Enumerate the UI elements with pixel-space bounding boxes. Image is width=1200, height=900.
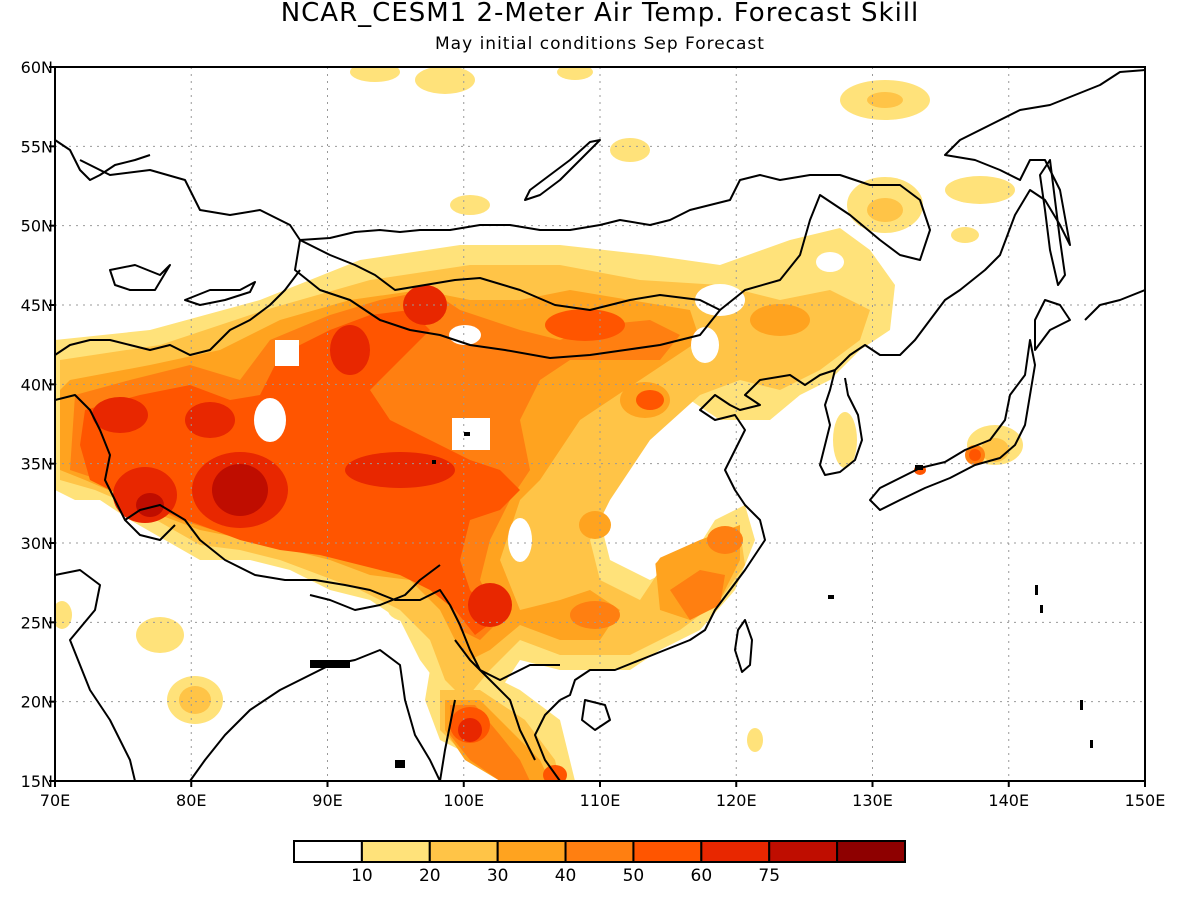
colorbar-swatch bbox=[700, 840, 771, 863]
lon-tick-label: 100E bbox=[443, 791, 484, 810]
colorbar: 10 20 30 40 50 60 75 bbox=[293, 840, 906, 886]
lat-tick-label: 40N bbox=[21, 375, 53, 394]
map-title: NCAR_CESM1 2-Meter Air Temp. Forecast Sk… bbox=[280, 0, 920, 28]
colorbar-label: 30 bbox=[487, 866, 509, 886]
lon-tick-label: 130E bbox=[852, 791, 893, 810]
coastline-hokkaido bbox=[1034, 299, 1071, 351]
colorbar-label: 20 bbox=[419, 866, 441, 886]
colorbar-swatch bbox=[360, 840, 431, 863]
colorbar-swatch bbox=[768, 840, 839, 863]
lat-tick-label: 20N bbox=[21, 693, 53, 712]
colorbar-label: 50 bbox=[623, 866, 645, 886]
border-kazakh-north bbox=[79, 159, 301, 241]
coastline-sakhalin bbox=[1039, 159, 1066, 286]
coastline-taiwan bbox=[734, 619, 753, 673]
axis-ticks bbox=[49, 66, 1146, 787]
lat-tick-label: 35N bbox=[21, 455, 53, 474]
colorbar-label: 10 bbox=[351, 866, 373, 886]
colorbar-swatch bbox=[496, 840, 567, 863]
border-tibet-south bbox=[309, 564, 441, 611]
border-russia-china-east bbox=[299, 174, 931, 311]
colorbar-swatch bbox=[836, 840, 906, 863]
map-subtitle: May initial conditions Sep Forecast bbox=[435, 34, 765, 54]
lat-tick-label: 45N bbox=[21, 296, 53, 315]
border-indochina bbox=[454, 639, 536, 761]
colorbar-label: 75 bbox=[758, 866, 780, 886]
coastline-india bbox=[55, 569, 136, 781]
border-himalaya bbox=[124, 504, 560, 681]
lon-tick-label: 110E bbox=[580, 791, 621, 810]
lon-tick-label: 90E bbox=[312, 791, 342, 810]
lat-tick-label: 30N bbox=[21, 534, 53, 553]
lat-tick-label: 15N bbox=[21, 772, 53, 791]
colorbar-label: 60 bbox=[691, 866, 713, 886]
coastline-japan bbox=[869, 339, 1036, 511]
colorbar-label: 40 bbox=[555, 866, 577, 886]
axis-labels: 70E 80E 90E 100E 110E 120E 130E 140E 150… bbox=[21, 58, 1166, 810]
lat-tick-label: 50N bbox=[21, 217, 53, 236]
coastline-northeast-asia bbox=[559, 69, 1145, 701]
lon-tick-label: 120E bbox=[716, 791, 757, 810]
coastline-indochina bbox=[534, 699, 561, 781]
lon-tick-label: 80E bbox=[176, 791, 206, 810]
coastline-burma bbox=[439, 699, 456, 781]
colorbar-swatch bbox=[428, 840, 499, 863]
lat-tick-label: 25N bbox=[21, 613, 53, 632]
lat-tick-label: 60N bbox=[21, 58, 53, 77]
lat-tick-label: 55N bbox=[21, 137, 53, 156]
small-features bbox=[310, 432, 1093, 768]
lon-tick-label: 140E bbox=[988, 791, 1029, 810]
coastline-aral bbox=[109, 264, 171, 291]
border-central-asia bbox=[55, 269, 301, 356]
coastline-baikal bbox=[524, 139, 601, 201]
skill-shading bbox=[55, 67, 1023, 781]
lon-tick-label: 70E bbox=[40, 791, 70, 810]
coastline-kamchatka bbox=[1084, 289, 1145, 321]
coastline-hainan bbox=[581, 699, 611, 731]
shade-level-60 bbox=[92, 285, 512, 742]
colorbar-swatch bbox=[564, 840, 635, 863]
colorbar-swatch bbox=[632, 840, 703, 863]
coastline-caspian bbox=[55, 139, 151, 181]
coastlines bbox=[55, 69, 1145, 781]
colorbar-swatch bbox=[293, 840, 363, 863]
coastline-balkhash bbox=[184, 281, 256, 306]
shade-level-75 bbox=[136, 464, 268, 517]
lon-tick-label: 150E bbox=[1125, 791, 1166, 810]
border-afghan-pak bbox=[55, 394, 176, 541]
coastline-korea bbox=[819, 369, 863, 476]
